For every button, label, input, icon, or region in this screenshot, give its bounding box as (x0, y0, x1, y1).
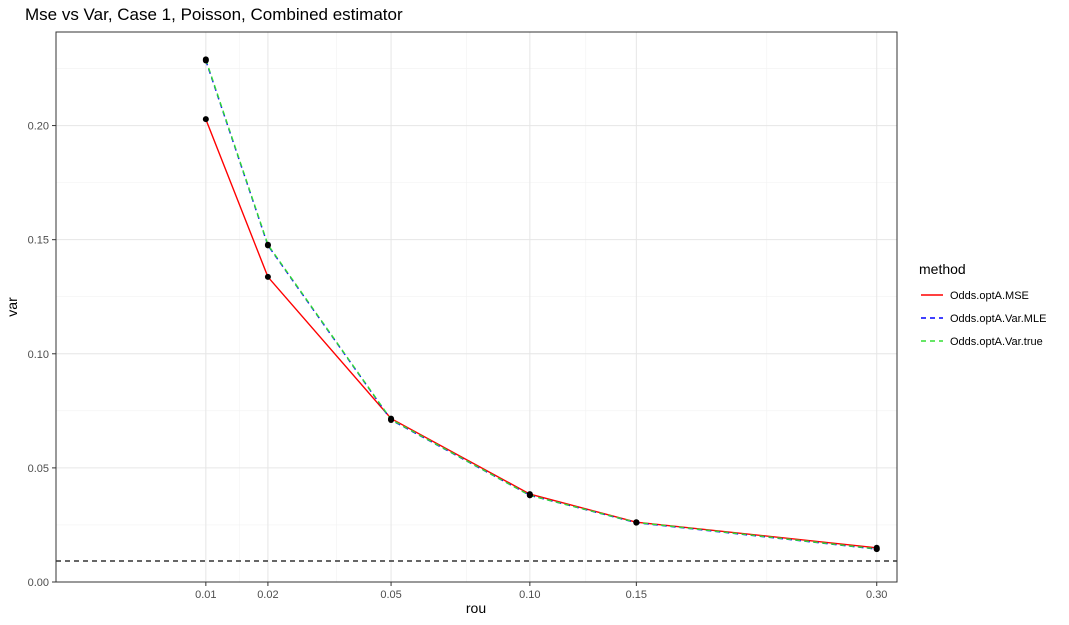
data-point (202, 56, 209, 63)
y-tick-label: 0.20 (28, 121, 49, 133)
data-points (202, 56, 880, 553)
y-tick-label: 0.05 (28, 463, 49, 475)
x-tick-label: 0.10 (519, 589, 540, 601)
data-point (264, 273, 271, 280)
data-point (633, 519, 640, 526)
y-axis-title: var (4, 297, 20, 317)
plot-border (55, 31, 898, 583)
y-axis-ticks: 0.00 0.05 0.10 0.15 0.20 (28, 121, 56, 589)
data-point (202, 116, 209, 123)
legend: method Odds.optA.MSE Odds.optA.Var.MLE Odd… (919, 261, 1046, 348)
x-tick-label: 0.02 (257, 589, 278, 601)
x-tick-label: 0.05 (380, 589, 401, 601)
x-tick-label: 0.30 (866, 589, 887, 601)
series-line (205, 118, 877, 549)
data-point (388, 416, 395, 423)
legend-label: Odds.optA.Var.true (950, 336, 1043, 348)
x-tick-label: 0.01 (195, 589, 216, 601)
y-tick-label: 0.15 (28, 235, 49, 247)
data-point (526, 492, 533, 499)
y-tick-label: 0.00 (28, 577, 49, 589)
minor-gridlines (56, 32, 897, 582)
chart-title: Mse vs Var, Case 1, Poisson, Combined es… (25, 5, 403, 24)
data-point (264, 241, 271, 248)
x-tick-label: 0.15 (626, 589, 647, 601)
legend-label: Odds.optA.MSE (950, 290, 1029, 302)
y-tick-label: 0.10 (28, 349, 49, 361)
legend-label: Odds.optA.Var.MLE (950, 313, 1046, 325)
x-axis-title: rou (466, 600, 486, 616)
series-lines (205, 59, 877, 550)
legend-title: method (919, 261, 966, 277)
x-axis-ticks: 0.01 0.02 0.05 0.10 0.15 0.30 (195, 582, 887, 601)
series-line (205, 59, 877, 550)
plot-panel (56, 32, 897, 582)
data-point (873, 545, 880, 552)
